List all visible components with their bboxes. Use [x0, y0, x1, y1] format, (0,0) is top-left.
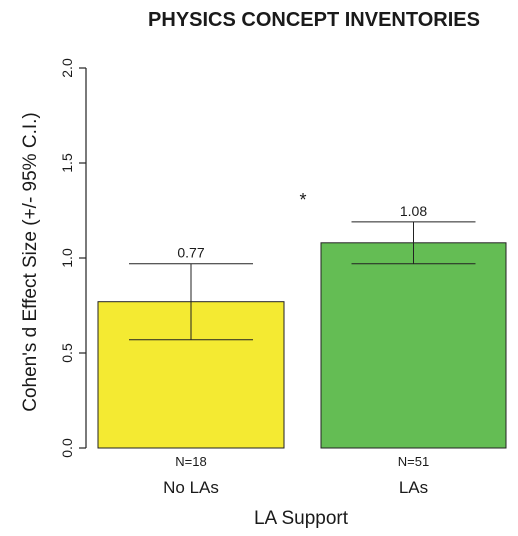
- y-tick-label: 2.0: [59, 58, 75, 78]
- y-tick-label: 0.5: [59, 343, 75, 363]
- n-label: N=51: [398, 454, 429, 469]
- y-axis-title: Cohen's d Effect Size (+/- 95% C.I.): [20, 112, 41, 412]
- chart-title: PHYSICS CONCEPT INVENTORIES: [148, 9, 480, 31]
- n-label: N=18: [175, 454, 206, 469]
- x-category-label: No LAs: [163, 478, 219, 497]
- data-label: 1.08: [400, 203, 427, 219]
- data-label: 0.77: [177, 245, 204, 261]
- y-tick-label: 1.0: [59, 248, 75, 268]
- y-tick-label: 1.5: [59, 153, 75, 173]
- y-tick-label: 0.0: [59, 438, 75, 458]
- significance-marker: *: [299, 190, 306, 210]
- x-category-label: LAs: [399, 478, 428, 497]
- x-axis-title: LA Support: [254, 508, 349, 529]
- bar-1: [320, 242, 507, 449]
- plot-area: 0.0 0.5 1.0 1.5 2.0 0.77 N=18 No LAs 1.08 N=51 LAs…: [59, 58, 507, 497]
